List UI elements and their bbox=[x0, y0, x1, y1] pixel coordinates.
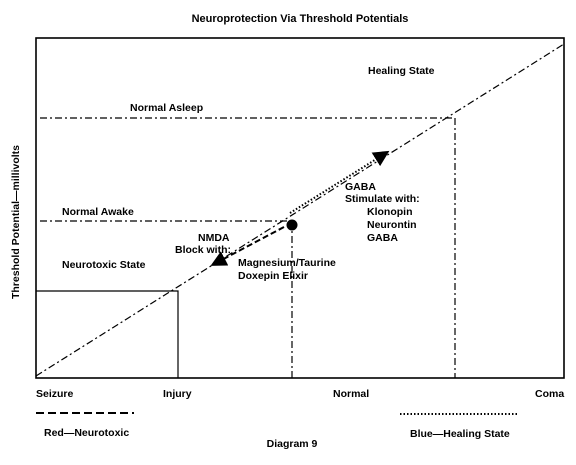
diagram-caption: Diagram 9 bbox=[267, 438, 318, 450]
threshold-diagonal-line bbox=[35, 43, 565, 377]
neurotoxic-state-label: Neurotoxic State bbox=[62, 259, 146, 271]
plot-frame bbox=[35, 37, 565, 379]
gaba-drug-1: Klonopin bbox=[367, 206, 413, 218]
normal-asleep-label: Normal Asleep bbox=[130, 102, 203, 114]
gaba-dotted-arrow bbox=[289, 150, 390, 214]
diagram-title: Neuroprotection Via Threshold Potentials bbox=[192, 13, 409, 25]
x-label-coma: Coma bbox=[535, 388, 564, 400]
gaba-stimulate-with-label: Stimulate with: bbox=[345, 193, 420, 205]
neurotoxic-region-box bbox=[36, 290, 179, 378]
x-label-normal: Normal bbox=[333, 388, 369, 400]
normal-awake-label: Normal Awake bbox=[62, 206, 134, 218]
y-axis-label: Threshold Potential—millivolts bbox=[10, 145, 22, 299]
gaba-label: GABA bbox=[345, 181, 376, 193]
legend-healing-label: Blue—Healing State bbox=[410, 428, 510, 440]
nmda-block-with-label: Block with: bbox=[175, 244, 231, 256]
x-label-seizure: Seizure bbox=[36, 388, 74, 400]
nmda-label: NMDA bbox=[198, 232, 230, 244]
normal-state-point bbox=[286, 219, 298, 231]
healing-state-label: Healing State bbox=[368, 65, 435, 77]
nmda-drug-1: Magnesium/Taurine bbox=[238, 257, 336, 269]
gaba-drug-2: Neurontin bbox=[367, 219, 417, 231]
gaba-drug-3: GABA bbox=[367, 232, 398, 244]
nmda-drug-2: Doxepin Elixir bbox=[238, 270, 308, 282]
legend-neurotoxic-label: Red—Neurotoxic bbox=[44, 427, 129, 439]
x-label-injury: Injury bbox=[163, 388, 192, 400]
nmda-dashed-arrow bbox=[210, 226, 285, 266]
